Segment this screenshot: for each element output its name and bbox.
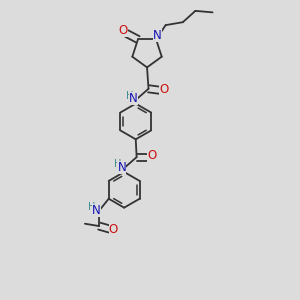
Text: N: N [153,29,162,42]
Text: O: O [118,24,128,37]
Text: O: O [159,82,169,96]
Text: H: H [88,202,96,212]
Text: N: N [117,161,126,174]
Text: H: H [114,159,121,169]
Text: N: N [92,204,100,217]
Text: H: H [126,91,133,100]
Text: O: O [148,149,157,162]
Text: N: N [129,92,138,105]
Text: O: O [109,223,118,236]
